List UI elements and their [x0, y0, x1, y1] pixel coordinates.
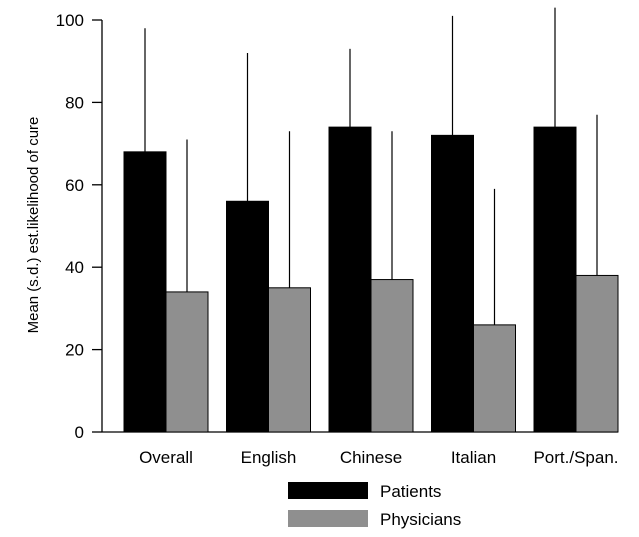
bars — [123, 126, 619, 433]
y-tick-label: 0 — [75, 423, 84, 442]
legend-label-patients: Patients — [380, 482, 441, 501]
y-tick-label: 80 — [65, 93, 84, 112]
y-axis-title: Mean (s.d.) est.likelihood of cure — [25, 117, 42, 334]
legend-label-physicians: Physicians — [380, 510, 461, 529]
legend: Patients Physicians — [288, 482, 461, 529]
x-category-label: Chinese — [340, 448, 402, 467]
bar-physicians-1 — [165, 291, 209, 433]
bar-patients-4 — [431, 134, 474, 433]
bar-physicians-2 — [268, 287, 311, 433]
bar-patients-1 — [123, 151, 167, 433]
y-tick-label: 40 — [65, 258, 84, 277]
bar-physicians-5 — [575, 274, 619, 433]
bar-patients-3 — [328, 126, 372, 433]
x-category-label: Port./Span. — [533, 448, 618, 467]
x-category-label: English — [241, 448, 297, 467]
bar-patients-5 — [533, 126, 577, 433]
y-tick-label: 20 — [65, 341, 84, 360]
bar-patients-2 — [226, 200, 269, 433]
y-axis: 0 20 40 60 80 100 — [56, 11, 103, 442]
legend-swatch-patients — [288, 482, 368, 499]
x-category-label: Overall — [139, 448, 193, 467]
bar-physicians-4 — [473, 324, 516, 433]
x-category-label: Italian — [451, 448, 496, 467]
y-tick-label: 100 — [56, 11, 84, 30]
legend-swatch-physicians — [288, 510, 368, 527]
bar-physicians-3 — [370, 279, 414, 433]
y-tick-label: 60 — [65, 176, 84, 195]
error-bars — [144, 7, 598, 325]
x-axis: Overall English Chinese Italian Port./Span. — [102, 431, 619, 467]
